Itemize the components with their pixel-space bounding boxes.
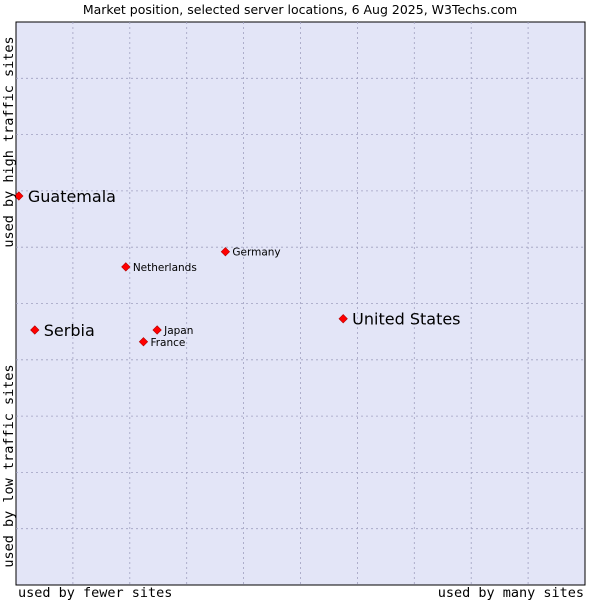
point-label-united-states: United States <box>352 310 460 329</box>
x-axis-label-high: used by many sites <box>438 585 584 600</box>
point-united-states <box>338 314 348 324</box>
y-axis-label-high: used by high traffic sites <box>1 36 17 247</box>
point-guatemala <box>14 191 24 201</box>
point-serbia <box>30 325 40 335</box>
point-germany <box>220 247 231 257</box>
chart-title: Market position, selected server locatio… <box>83 2 517 17</box>
y-axis-label-low: used by low traffic sites <box>1 364 17 567</box>
point-japan <box>152 325 162 335</box>
point-netherlands <box>121 262 131 272</box>
grid-lines <box>16 22 585 585</box>
data-points: Guatemala Germany Netherlands United States… <box>14 187 461 349</box>
point-label-guatemala: Guatemala <box>28 187 116 206</box>
x-axis-label-low: used by fewer sites <box>18 585 172 600</box>
point-label-germany: Germany <box>232 247 280 259</box>
point-label-france: France <box>150 337 185 349</box>
point-france <box>138 337 149 347</box>
point-label-japan: Japan <box>163 325 193 337</box>
point-label-netherlands: Netherlands <box>133 262 197 274</box>
point-label-serbia: Serbia <box>44 321 95 340</box>
